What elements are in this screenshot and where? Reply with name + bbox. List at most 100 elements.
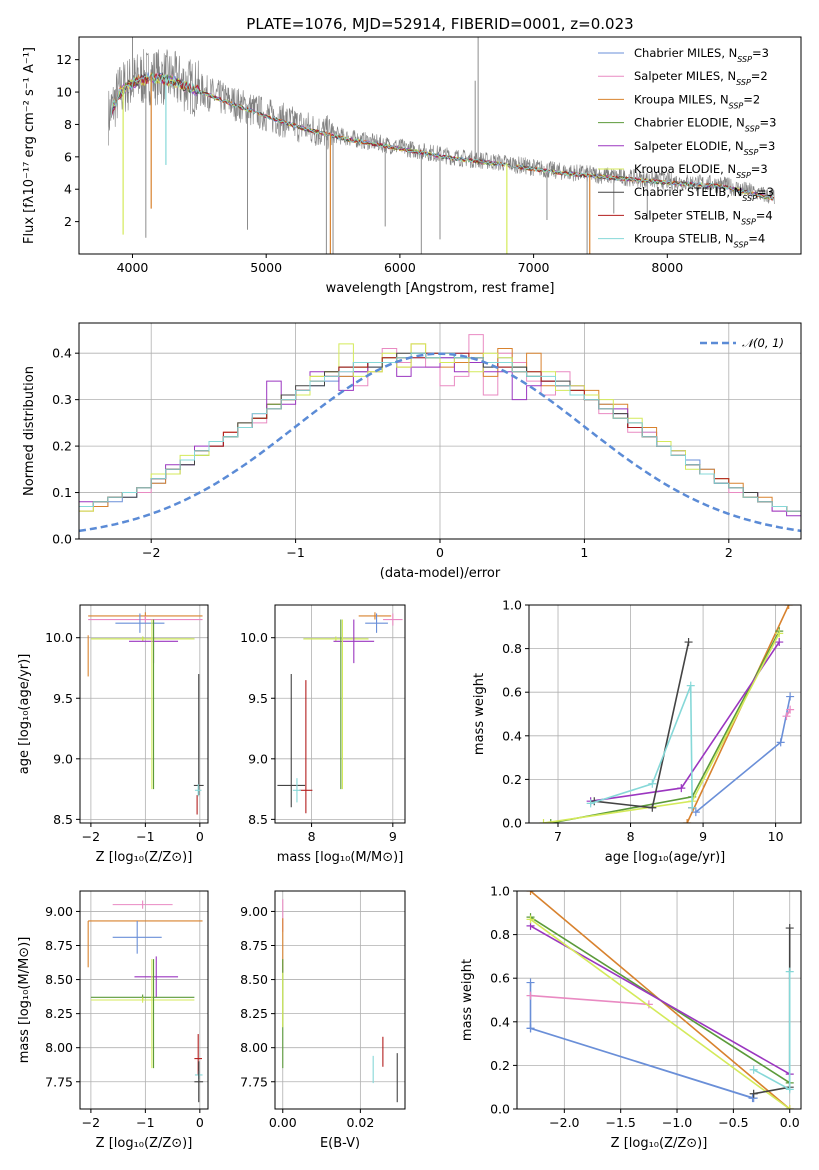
weight-series-line — [543, 632, 780, 823]
weight-series-point — [684, 638, 693, 647]
y-tick-label: 0.4 — [490, 1014, 510, 1029]
legend-entry: Salpeter STELIB, NSSP=4 — [634, 208, 773, 226]
x-tick-label: 0 — [196, 1115, 204, 1130]
y-tick-label: 9.00 — [45, 904, 73, 919]
spectrum-frame — [78, 36, 802, 255]
y-tick-label: 9.00 — [240, 904, 268, 919]
errorbar-point — [292, 778, 301, 803]
y-tick-label: 10 — [56, 85, 72, 100]
weight-series-line — [753, 928, 791, 1095]
weight-series-point — [683, 819, 692, 823]
y-tick-label: 8.25 — [45, 1006, 73, 1021]
y-tick-label: 9.0 — [53, 751, 73, 766]
y-axis-label: Flux [fλ10⁻¹⁷ erg cm⁻² s⁻¹ A⁻¹] — [22, 47, 37, 244]
x-tick-label: 8 — [627, 829, 635, 844]
residual-histogram-series — [79, 352, 801, 517]
residual-histogram-series — [79, 352, 801, 517]
residual-histogram-series — [79, 334, 801, 517]
weight-series-point — [786, 705, 795, 714]
x-tick-label: −1.0 — [662, 1115, 692, 1130]
residuals-frame — [78, 322, 802, 540]
legend-gaussian-label: 𝒩(0, 1) — [742, 336, 784, 350]
legend-entry: Salpeter MILES, NSSP=2 — [634, 69, 768, 87]
spectrum-axes: 4000 5000 6000 7000 8000 2 4 6 8 10 12 wavelength [… — [22, 47, 683, 296]
weight-series-point — [586, 799, 595, 808]
x-tick-label: −2 — [142, 545, 160, 560]
weight_vs_age-axes: 7 8 9 10 0.0 0.2 0.4 0.6 0.8 1.0 age [log₁₀(age/yr… — [472, 598, 801, 865]
legend-entry: Salpeter ELODIE, NSSP=3 — [634, 139, 775, 157]
mass_vs_Z-plot — [87, 900, 204, 1103]
mass_vs_EBV-plot — [282, 899, 398, 1103]
age_vs_Z-axes: −2 −1 0 8.5 9.0 9.5 10.0 Z [log₁₀(Z/Z⊙)] age [lo… — [17, 605, 208, 865]
y-tick-label: 8.00 — [240, 1040, 268, 1055]
x-tick-label: −2 — [82, 1115, 100, 1130]
mass_vs_Z-frame — [79, 890, 209, 1110]
errorbar-point — [134, 956, 179, 998]
y-tick-label: 0.2 — [52, 439, 72, 454]
weight-series-line — [590, 641, 780, 802]
errorbar-point — [333, 619, 375, 664]
weight-series-point — [526, 978, 535, 987]
y-tick-label: 8.75 — [240, 938, 268, 953]
model-spectrum-line — [110, 72, 775, 202]
weight-series-point — [775, 629, 784, 638]
x-axis-label: (data-model)/error — [380, 566, 501, 581]
weight-series-line — [530, 994, 649, 1006]
weight-series-point — [785, 1085, 794, 1094]
y-tick-label: 0.0 — [490, 1102, 510, 1117]
x-tick-label: 0 — [436, 545, 444, 560]
x-tick-label: −1 — [136, 829, 154, 844]
legend-entry: Kroupa ELODIE, NSSP=3 — [634, 162, 768, 180]
y-tick-label: 12 — [56, 52, 72, 67]
y-axis-label: mass weight — [472, 673, 487, 755]
y-tick-label: 10.0 — [45, 630, 73, 645]
spectrum-plot — [108, 37, 775, 254]
age_vs_mass-frame — [274, 604, 406, 824]
weight-series-line — [590, 685, 693, 808]
weight-series-point — [526, 915, 535, 924]
mass_vs_EBV-frame — [274, 890, 406, 1110]
x-axis-label: Z [log₁₀(Z/Z⊙)] — [96, 850, 193, 865]
x-tick-label: 0.00 — [269, 1115, 297, 1130]
errorbar-point — [303, 636, 369, 642]
x-tick-label: 5000 — [250, 260, 282, 275]
weight-series-point — [785, 1105, 794, 1109]
errorbar-point — [115, 613, 165, 633]
y-tick-label: 8.25 — [240, 1006, 268, 1021]
age_vs_mass-axes: 8 9 8.5 9.0 9.5 10.0 mass [log₁₀(M/M⊙)] — [240, 605, 405, 865]
weight-series-point — [785, 967, 794, 976]
y-tick-label: 8.5 — [53, 812, 73, 827]
x-tick-label: −0.5 — [718, 1115, 748, 1130]
y-tick-label: 8.50 — [240, 972, 268, 987]
y-tick-label: 8.00 — [45, 1040, 73, 1055]
y-tick-label: 0.0 — [52, 532, 72, 547]
x-axis-label: mass [log₁₀(M/M⊙)] — [277, 850, 404, 865]
y-axis-label: age [log₁₀(age/yr)] — [17, 654, 32, 775]
x-tick-label: 0 — [196, 829, 204, 844]
x-tick-label: −1 — [286, 545, 304, 560]
y-tick-label: 9.5 — [53, 691, 73, 706]
x-tick-label: 8 — [308, 829, 316, 844]
y-tick-label: 0.6 — [490, 971, 510, 986]
legend-entry: Chabrier STELIB, NSSP=3 — [634, 185, 774, 203]
errorbar-point — [383, 613, 403, 626]
x-tick-label: 4000 — [117, 260, 149, 275]
y-tick-label: 0.8 — [502, 641, 522, 656]
y-axis-label: mass [log₁₀(M/M⊙)] — [17, 937, 32, 1064]
y-tick-label: 8 — [64, 117, 72, 132]
x-axis-label: E(B-V) — [320, 1136, 360, 1151]
weight-series-point — [688, 803, 697, 812]
errorbar-point — [194, 784, 202, 797]
weight-series-point — [526, 991, 535, 1000]
weight-series-point — [749, 1089, 758, 1098]
residual-histogram-series — [79, 352, 801, 517]
x-tick-label: 6000 — [384, 260, 416, 275]
y-tick-label: 0.6 — [502, 685, 522, 700]
y-tick-label: 7.75 — [240, 1074, 268, 1089]
y-tick-label: 1.0 — [502, 598, 522, 613]
x-axis-label: Z [log₁₀(Z/Z⊙)] — [611, 1136, 708, 1151]
y-tick-label: 8.50 — [45, 972, 73, 987]
weight-series-line — [550, 630, 780, 823]
y-tick-label: 9.0 — [248, 751, 268, 766]
